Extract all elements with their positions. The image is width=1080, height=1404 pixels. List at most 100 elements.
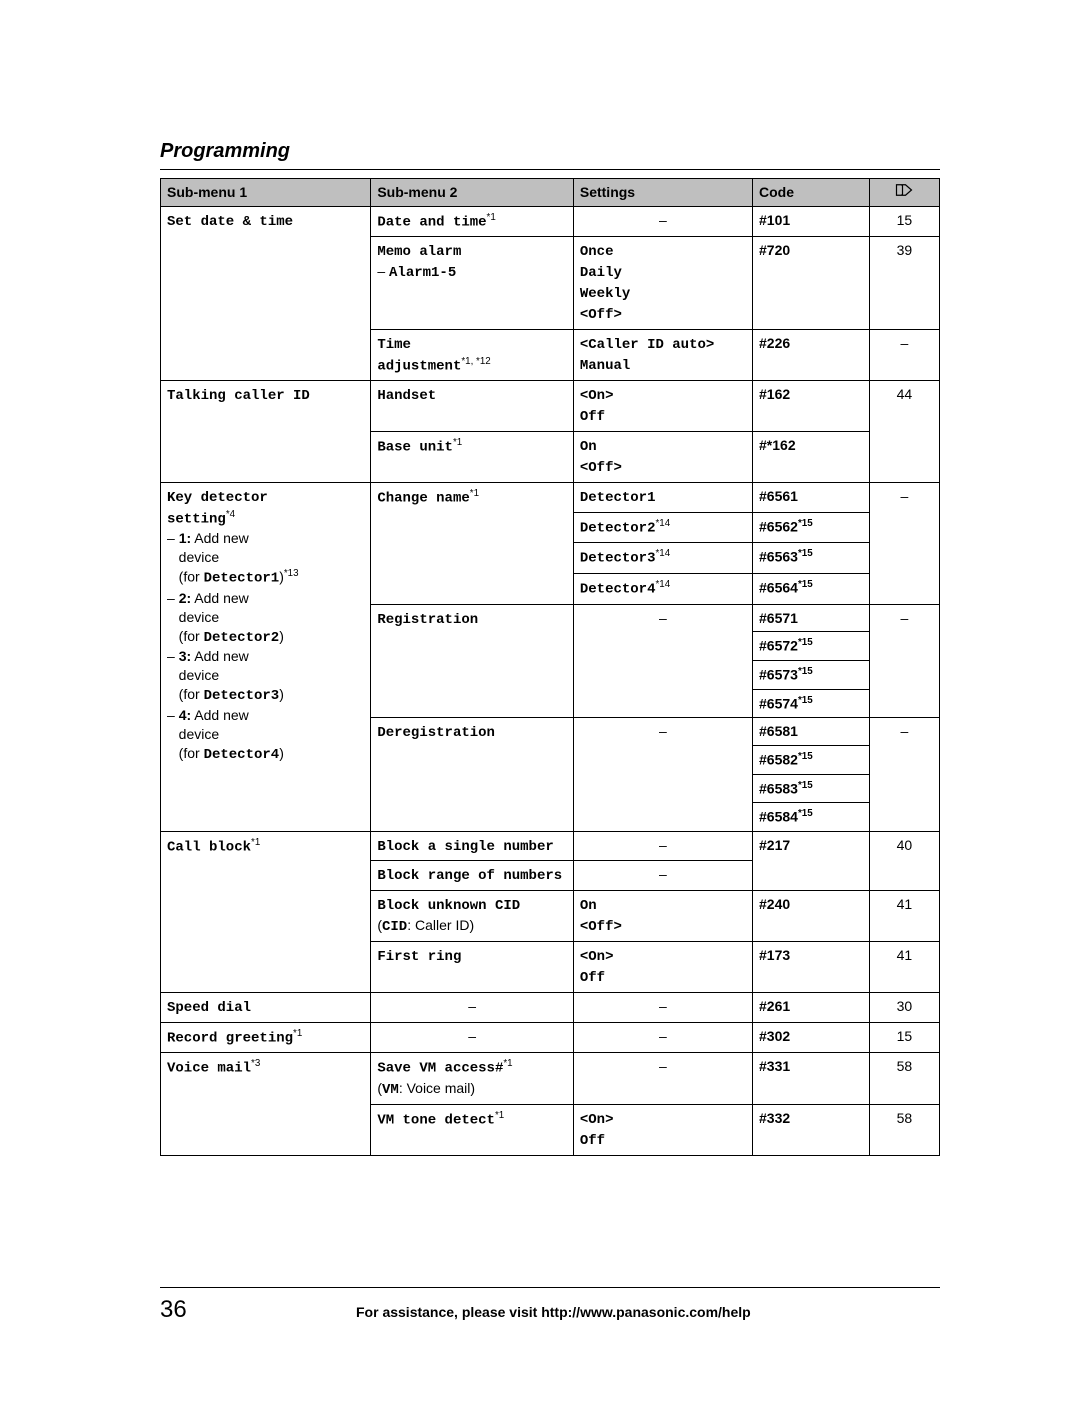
header-settings: Settings bbox=[573, 179, 752, 207]
cell-sub2: – bbox=[371, 992, 574, 1022]
cell-sub2: Block unknown CID(CID: Caller ID) bbox=[371, 891, 574, 942]
cell-settings: – bbox=[573, 718, 752, 832]
cell-sub2: Registration bbox=[371, 604, 574, 718]
cell-sub1: Set date & time bbox=[161, 206, 371, 381]
header-sub1: Sub-menu 1 bbox=[161, 179, 371, 207]
cell-page: 39 bbox=[869, 237, 939, 330]
cell-code: #6564*15 bbox=[753, 573, 870, 604]
cell-sub2: Handset bbox=[371, 381, 574, 432]
cell-settings: <On> Off bbox=[573, 381, 752, 432]
cell-settings: – bbox=[573, 206, 752, 237]
cell-settings: <Caller ID auto> Manual bbox=[573, 330, 752, 381]
table-row: Key detectorsetting*4 – 1: Add new devic… bbox=[161, 483, 940, 513]
cell-sub2: Memo alarm – Alarm1-5 bbox=[371, 237, 574, 330]
table-header-row: Sub-menu 1 Sub-menu 2 Settings Code bbox=[161, 179, 940, 207]
cell-page: 15 bbox=[869, 1022, 939, 1053]
cell-sub2: Block a single number bbox=[371, 831, 574, 861]
cell-sub2: Date and time*1 bbox=[371, 206, 574, 237]
page-footer: 36 For assistance, please visit http://w… bbox=[160, 1287, 940, 1324]
cell-page: 15 bbox=[869, 206, 939, 237]
cell-code: #302 bbox=[753, 1022, 870, 1053]
cell-page: 30 bbox=[869, 992, 939, 1022]
cell-page: – bbox=[869, 718, 939, 832]
table-row: Record greeting*1 – – #302 15 bbox=[161, 1022, 940, 1053]
page-number: 36 bbox=[160, 1296, 187, 1324]
cell-page: – bbox=[869, 330, 939, 381]
cell-code: #6563*15 bbox=[753, 543, 870, 574]
cell-code: #173 bbox=[753, 942, 870, 993]
cell-code: #6583*15 bbox=[753, 774, 870, 803]
cell-settings: Detector2*14 bbox=[573, 512, 752, 543]
cell-settings: – bbox=[573, 831, 752, 861]
cell-code: #217 bbox=[753, 831, 870, 891]
cell-settings: Detector1 bbox=[573, 483, 752, 513]
page-ref-icon bbox=[895, 183, 913, 197]
cell-code: #6561 bbox=[753, 483, 870, 513]
cell-page: 58 bbox=[869, 1053, 939, 1104]
cell-settings: – bbox=[573, 604, 752, 718]
cell-code: #261 bbox=[753, 992, 870, 1022]
cell-sub1: Record greeting*1 bbox=[161, 1022, 371, 1053]
cell-sub1: Key detectorsetting*4 – 1: Add new devic… bbox=[161, 483, 371, 832]
programming-table: Sub-menu 1 Sub-menu 2 Settings Code Set … bbox=[160, 178, 940, 1156]
horizontal-rule bbox=[160, 169, 940, 170]
cell-sub2: Timeadjustment*1, *12 bbox=[371, 330, 574, 381]
cell-code: #101 bbox=[753, 206, 870, 237]
cell-code: #226 bbox=[753, 330, 870, 381]
section-title: Programming bbox=[160, 140, 940, 163]
cell-code: #720 bbox=[753, 237, 870, 330]
cell-code: #6571 bbox=[753, 604, 870, 632]
cell-code: #240 bbox=[753, 891, 870, 942]
cell-sub2: Save VM access#*1(VM: Voice mail) bbox=[371, 1053, 574, 1104]
cell-code: #6581 bbox=[753, 718, 870, 746]
cell-code: #6582*15 bbox=[753, 745, 870, 774]
cell-code: #6573*15 bbox=[753, 660, 870, 689]
cell-code: #162 bbox=[753, 381, 870, 432]
cell-code: #332 bbox=[753, 1104, 870, 1155]
table-row: Call block*1 Block a single number – #21… bbox=[161, 831, 940, 861]
cell-settings: Detector3*14 bbox=[573, 543, 752, 574]
cell-sub2: Base unit*1 bbox=[371, 432, 574, 483]
header-sub2: Sub-menu 2 bbox=[371, 179, 574, 207]
cell-code: #6584*15 bbox=[753, 803, 870, 832]
table-row: Voice mail*3 Save VM access#*1(VM: Voice… bbox=[161, 1053, 940, 1104]
cell-sub2: Change name*1 bbox=[371, 483, 574, 605]
cell-sub1: Voice mail*3 bbox=[161, 1053, 371, 1155]
cell-page: 58 bbox=[869, 1104, 939, 1155]
cell-sub2: Deregistration bbox=[371, 718, 574, 832]
cell-sub2: VM tone detect*1 bbox=[371, 1104, 574, 1155]
cell-page: 44 bbox=[869, 381, 939, 483]
cell-code: #*162 bbox=[753, 432, 870, 483]
table-row: Speed dial – – #261 30 bbox=[161, 992, 940, 1022]
cell-sub1: Call block*1 bbox=[161, 831, 371, 992]
cell-page: 41 bbox=[869, 942, 939, 993]
cell-settings: – bbox=[573, 1053, 752, 1104]
cell-sub1: Speed dial bbox=[161, 992, 371, 1022]
cell-code: #331 bbox=[753, 1053, 870, 1104]
cell-sub2: Block range of numbers bbox=[371, 861, 574, 891]
cell-settings: – bbox=[573, 861, 752, 891]
cell-code: #6562*15 bbox=[753, 512, 870, 543]
cell-page: – bbox=[869, 483, 939, 605]
cell-code: #6574*15 bbox=[753, 689, 870, 718]
cell-settings: On<Off> bbox=[573, 891, 752, 942]
cell-settings: Once Daily Weekly <Off> bbox=[573, 237, 752, 330]
table-row: Talking caller ID Handset <On> Off #162 … bbox=[161, 381, 940, 432]
cell-settings: – bbox=[573, 992, 752, 1022]
footer-text: For assistance, please visit http://www.… bbox=[247, 1304, 860, 1320]
cell-sub2: – bbox=[371, 1022, 574, 1053]
header-page-ref bbox=[869, 179, 939, 207]
cell-sub1: Talking caller ID bbox=[161, 381, 371, 483]
cell-sub2: First ring bbox=[371, 942, 574, 993]
table-row: Set date & time Date and time*1 – #101 1… bbox=[161, 206, 940, 237]
cell-code: #6572*15 bbox=[753, 632, 870, 661]
cell-page: 40 bbox=[869, 831, 939, 891]
cell-settings: – bbox=[573, 1022, 752, 1053]
cell-settings: <On>Off bbox=[573, 942, 752, 993]
header-code: Code bbox=[753, 179, 870, 207]
cell-page: – bbox=[869, 604, 939, 718]
cell-settings: <On>Off bbox=[573, 1104, 752, 1155]
cell-settings: Detector4*14 bbox=[573, 573, 752, 604]
cell-settings: On <Off> bbox=[573, 432, 752, 483]
cell-page: 41 bbox=[869, 891, 939, 942]
